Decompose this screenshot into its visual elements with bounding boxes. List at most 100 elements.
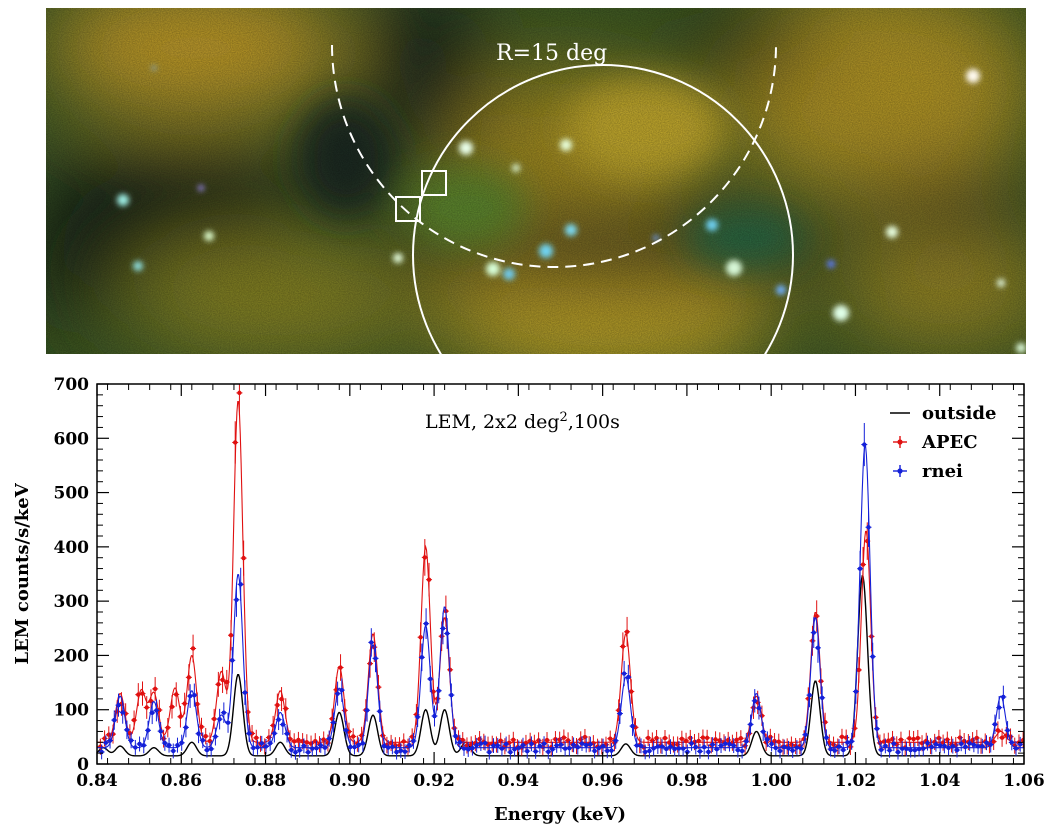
data-point xyxy=(174,692,179,697)
data-point xyxy=(495,743,500,748)
data-point xyxy=(175,742,180,748)
data-point xyxy=(369,640,374,645)
data-point xyxy=(251,745,256,751)
data-point xyxy=(773,745,779,751)
data-point xyxy=(975,744,981,749)
data-point xyxy=(676,746,682,751)
x-tick-label: 1.06 xyxy=(1003,771,1044,791)
data-point xyxy=(739,748,745,754)
data-point xyxy=(828,746,833,752)
data-point xyxy=(182,701,187,706)
data-point xyxy=(103,740,109,745)
data-point xyxy=(491,743,496,748)
data-point xyxy=(411,738,416,744)
region-circle xyxy=(412,64,794,354)
data-point xyxy=(849,739,854,744)
data-point xyxy=(296,737,301,743)
data-point xyxy=(672,746,677,752)
x-tick-label: 0.94 xyxy=(498,771,540,791)
data-point xyxy=(683,738,689,744)
data-point xyxy=(1009,740,1014,745)
series-rnei xyxy=(97,422,1024,760)
data-point xyxy=(946,745,951,750)
x-tick-label: 0.86 xyxy=(161,771,202,791)
data-point xyxy=(230,658,235,663)
data-point xyxy=(200,738,205,743)
data-point xyxy=(995,728,1001,733)
data-point xyxy=(617,711,623,716)
data-point xyxy=(289,747,294,753)
data-point xyxy=(335,691,340,696)
field-box-2 xyxy=(395,196,421,222)
y-tick-label: 0 xyxy=(77,755,89,775)
data-point xyxy=(1013,746,1019,751)
data-point xyxy=(503,741,509,747)
x-tick-labels: 0.84 0.86 0.88 0.90 0.92 0.94 0.96 0.98 1.00 1.02… xyxy=(76,771,1044,791)
plot-frame xyxy=(96,383,1025,765)
ticks-layer xyxy=(96,383,1025,765)
data-point xyxy=(432,713,437,719)
data-point xyxy=(529,741,534,746)
y-tick-label: 700 xyxy=(54,375,90,395)
data-point xyxy=(963,744,968,750)
data-point xyxy=(419,655,425,660)
data-point xyxy=(187,693,193,699)
data-point xyxy=(221,710,227,715)
annotation-main: LEM, 2x2 deg xyxy=(425,411,560,433)
data-point xyxy=(418,635,423,640)
data-point xyxy=(246,731,252,736)
data-point xyxy=(841,747,846,753)
x-tick-label: 1.04 xyxy=(919,771,961,791)
x-tick-label: 0.96 xyxy=(582,771,623,791)
data-point xyxy=(738,736,744,741)
data-point xyxy=(1001,694,1006,700)
data-point xyxy=(853,689,859,694)
data-point xyxy=(203,733,208,739)
data-point xyxy=(310,746,315,751)
data-point xyxy=(777,748,783,754)
data-point xyxy=(158,728,163,734)
data-point xyxy=(900,746,905,751)
data-point xyxy=(856,667,862,673)
data-point xyxy=(364,708,370,713)
plot-annotation: LEM, 2x2 deg2,100s xyxy=(425,410,620,433)
data-point xyxy=(162,740,168,746)
data-point xyxy=(689,741,694,746)
data-point xyxy=(165,725,170,730)
data-point xyxy=(1005,728,1010,733)
data-point xyxy=(769,741,774,747)
data-point xyxy=(647,748,652,754)
data-point xyxy=(169,704,175,710)
dashed-arc xyxy=(331,44,777,268)
data-point xyxy=(866,525,871,530)
data-point xyxy=(756,705,762,711)
data-point xyxy=(402,749,408,754)
data-point xyxy=(267,740,273,746)
data-point xyxy=(651,746,656,751)
data-point xyxy=(664,746,669,752)
data-point xyxy=(704,735,710,741)
data-point xyxy=(984,740,989,745)
data-point xyxy=(609,748,614,753)
data-point xyxy=(415,714,420,720)
data-point xyxy=(714,747,720,752)
data-point xyxy=(478,741,484,746)
data-point xyxy=(696,738,701,744)
data-point xyxy=(898,737,904,742)
data-point xyxy=(423,621,429,626)
data-point xyxy=(348,744,353,750)
data-point xyxy=(814,613,819,619)
x-tick-label: 0.88 xyxy=(245,771,286,791)
data-point xyxy=(845,740,850,745)
data-point xyxy=(886,738,891,743)
data-point xyxy=(179,740,184,745)
data-point xyxy=(620,644,626,649)
data-point xyxy=(980,744,985,749)
data-point xyxy=(992,722,998,727)
data-point xyxy=(668,744,673,749)
data-point xyxy=(988,742,993,747)
data-point xyxy=(178,714,183,719)
data-point xyxy=(183,725,189,730)
data-point xyxy=(794,745,800,750)
data-point xyxy=(701,744,707,750)
